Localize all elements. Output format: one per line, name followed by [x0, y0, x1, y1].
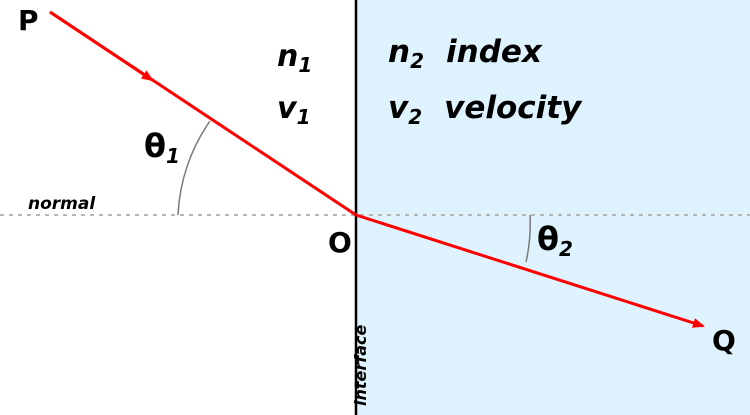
- n2-symbol: n: [388, 34, 410, 70]
- medium2-v-label: v2 velocity: [388, 90, 583, 129]
- v2-subscript: 2: [408, 105, 422, 129]
- n1-subscript: 1: [298, 53, 312, 77]
- point-o-label: O: [328, 226, 352, 259]
- point-q-label: Q: [712, 324, 736, 357]
- velocity-label: velocity: [444, 90, 583, 126]
- point-p-label: P: [18, 4, 39, 37]
- theta1-arc: [177, 120, 211, 216]
- v2-symbol: v: [388, 90, 410, 126]
- theta2-label: θ2: [537, 220, 573, 261]
- theta1-symbol: θ: [144, 127, 166, 165]
- medium1-n-label: n1: [277, 39, 312, 77]
- theta2-subscript: 2: [559, 237, 573, 261]
- n1-symbol: n: [277, 39, 298, 74]
- v1-subscript: 1: [297, 105, 311, 129]
- v1-symbol: v: [277, 91, 298, 126]
- medium2-n-label: n2 index: [388, 34, 543, 73]
- theta1-subscript: 1: [166, 144, 180, 168]
- theta2-symbol: θ: [537, 220, 559, 258]
- theta1-label: θ1: [144, 127, 180, 168]
- incident-ray-arrow: [49, 10, 154, 82]
- medium1-v-label: v1: [277, 91, 310, 129]
- interface-label: interface: [351, 324, 370, 406]
- n2-subscript: 2: [410, 49, 424, 73]
- medium-2-region: [356, 0, 750, 415]
- refracted-ray: [355, 213, 705, 328]
- theta2-arc: [525, 214, 531, 263]
- normal-label: normal: [28, 194, 96, 214]
- index-label: index: [446, 34, 543, 70]
